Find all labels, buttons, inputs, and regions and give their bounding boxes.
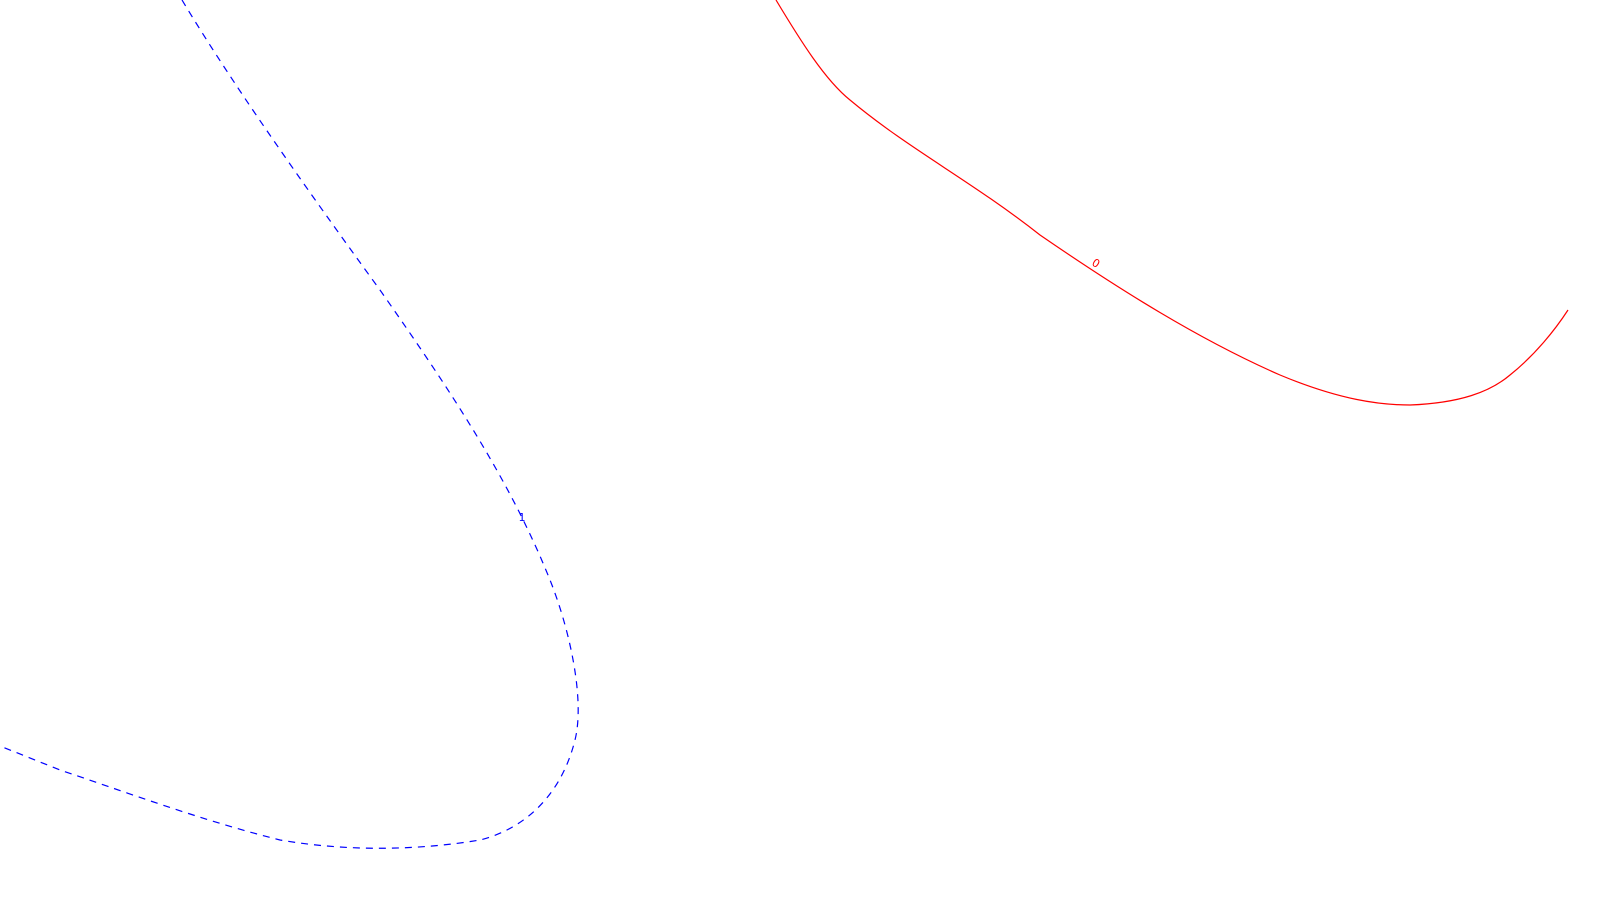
contour-label-0: 0 xyxy=(1089,256,1102,271)
contour-label-1: 1 xyxy=(519,511,526,524)
contour-line-0 xyxy=(775,0,1569,406)
contour-line-1 xyxy=(0,0,579,849)
